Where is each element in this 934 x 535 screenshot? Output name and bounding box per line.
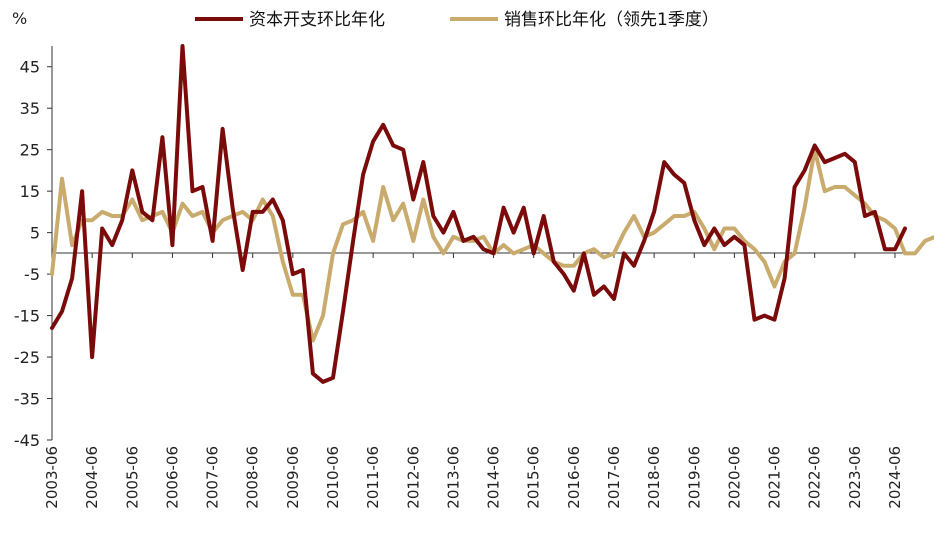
- x-tick-label: 2009-06: [284, 446, 302, 509]
- legend-label-sales: 销售环比年化（领先1季度）: [504, 10, 719, 30]
- y-tick-label: -5: [24, 265, 40, 284]
- series-line-capex: [50, 44, 907, 384]
- x-tick-label: 2005-06: [123, 446, 141, 509]
- x-tick-label: 2017-06: [605, 446, 623, 509]
- y-tick-label: -35: [14, 390, 40, 409]
- x-tick-label: 2024-06: [886, 446, 904, 509]
- y-tick-label: 15: [20, 182, 40, 201]
- x-tick-label: 2021-06: [766, 446, 784, 509]
- y-tick-label: 5: [30, 224, 40, 243]
- x-axis-ticks: 2003-06 2004-06 2005-06 2006-06 2007-06 2008-…: [43, 253, 904, 509]
- y-unit-label: %: [12, 9, 27, 28]
- x-tick-label: 2014-06: [485, 446, 503, 509]
- x-tick-label: 2008-06: [244, 446, 262, 509]
- y-axis-ticks: 45 35 25 15 5 -5 -15 -25 -35 -45: [14, 58, 52, 450]
- y-tick-label: -45: [14, 431, 40, 450]
- x-tick-label: 2015-06: [525, 446, 543, 509]
- x-tick-label: 2011-06: [364, 446, 382, 509]
- x-tick-label: 2016-06: [565, 446, 583, 509]
- x-tick-label: 2020-06: [725, 446, 743, 509]
- x-tick-label: 2012-06: [404, 446, 422, 509]
- x-tick-label: 2003-06: [43, 446, 61, 509]
- y-tick-label: -15: [14, 307, 40, 326]
- legend-label-capex: 资本开支环比年化: [249, 10, 385, 30]
- x-tick-label: 2018-06: [645, 446, 663, 509]
- series-layer: [50, 44, 934, 384]
- y-tick-label: 35: [20, 99, 40, 118]
- x-tick-label: 2004-06: [83, 446, 101, 509]
- x-tick-label: 2013-06: [444, 446, 462, 509]
- y-tick-label: 25: [20, 141, 40, 160]
- x-tick-label: 2019-06: [685, 446, 703, 509]
- x-tick-label: 2010-06: [324, 446, 342, 509]
- y-tick-label: -25: [14, 348, 40, 367]
- x-tick-label: 2006-06: [163, 446, 181, 509]
- x-tick-label: 2007-06: [204, 446, 222, 509]
- legend: 资本开支环比年化 销售环比年化（领先1季度）: [195, 10, 719, 30]
- x-tick-label: 2022-06: [806, 446, 824, 509]
- y-tick-label: 45: [20, 58, 40, 77]
- x-tick-label: 2023-06: [846, 446, 864, 509]
